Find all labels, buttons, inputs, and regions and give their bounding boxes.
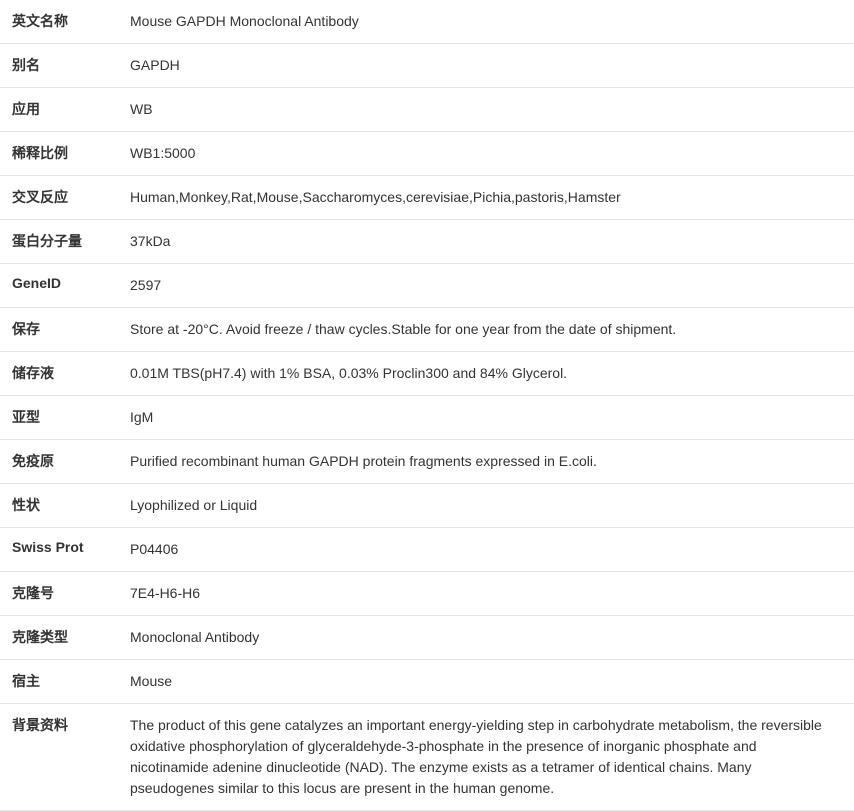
spec-value: 7E4-H6-H6 [130, 572, 854, 616]
spec-label: 保存 [0, 308, 130, 352]
table-row: 背景资料 The product of this gene catalyzes … [0, 704, 854, 811]
spec-value: GAPDH [130, 44, 854, 88]
table-row: 性状 Lyophilized or Liquid [0, 484, 854, 528]
table-row: 应用 WB [0, 88, 854, 132]
spec-label: 蛋白分子量 [0, 220, 130, 264]
spec-label: 亚型 [0, 396, 130, 440]
spec-label: 宿主 [0, 660, 130, 704]
spec-label: 交叉反应 [0, 176, 130, 220]
table-row: 稀释比例 WB1:5000 [0, 132, 854, 176]
spec-label: 储存液 [0, 352, 130, 396]
spec-label: 英文名称 [0, 0, 130, 44]
table-row: 交叉反应 Human,Monkey,Rat,Mouse,Saccharomyce… [0, 176, 854, 220]
table-row: 别名 GAPDH [0, 44, 854, 88]
table-row: GeneID 2597 [0, 264, 854, 308]
spec-value: Store at -20°C. Avoid freeze / thaw cycl… [130, 308, 854, 352]
spec-value: WB [130, 88, 854, 132]
spec-table-body: 英文名称 Mouse GAPDH Monoclonal Antibody 别名 … [0, 0, 854, 811]
table-row: 保存 Store at -20°C. Avoid freeze / thaw c… [0, 308, 854, 352]
table-row: 免疫原 Purified recombinant human GAPDH pro… [0, 440, 854, 484]
spec-label: 应用 [0, 88, 130, 132]
table-row: 宿主 Mouse [0, 660, 854, 704]
spec-value: 0.01M TBS(pH7.4) with 1% BSA, 0.03% Proc… [130, 352, 854, 396]
spec-value: Mouse [130, 660, 854, 704]
spec-label: 稀释比例 [0, 132, 130, 176]
spec-value: Monoclonal Antibody [130, 616, 854, 660]
spec-label: GeneID [0, 264, 130, 308]
spec-label: 背景资料 [0, 704, 130, 811]
spec-value: The product of this gene catalyzes an im… [130, 704, 854, 811]
table-row: 蛋白分子量 37kDa [0, 220, 854, 264]
table-row: 克隆类型 Monoclonal Antibody [0, 616, 854, 660]
spec-label: 克隆号 [0, 572, 130, 616]
table-row: 储存液 0.01M TBS(pH7.4) with 1% BSA, 0.03% … [0, 352, 854, 396]
table-row: Swiss Prot P04406 [0, 528, 854, 572]
spec-value: P04406 [130, 528, 854, 572]
spec-value: Lyophilized or Liquid [130, 484, 854, 528]
spec-label: 免疫原 [0, 440, 130, 484]
spec-label: 性状 [0, 484, 130, 528]
product-spec-table: 英文名称 Mouse GAPDH Monoclonal Antibody 别名 … [0, 0, 854, 811]
spec-value: 2597 [130, 264, 854, 308]
spec-label: 克隆类型 [0, 616, 130, 660]
spec-value: IgM [130, 396, 854, 440]
spec-value: WB1:5000 [130, 132, 854, 176]
spec-label: Swiss Prot [0, 528, 130, 572]
spec-value: Mouse GAPDH Monoclonal Antibody [130, 0, 854, 44]
table-row: 克隆号 7E4-H6-H6 [0, 572, 854, 616]
spec-label: 别名 [0, 44, 130, 88]
table-row: 亚型 IgM [0, 396, 854, 440]
spec-value: Purified recombinant human GAPDH protein… [130, 440, 854, 484]
table-row: 英文名称 Mouse GAPDH Monoclonal Antibody [0, 0, 854, 44]
spec-value: Human,Monkey,Rat,Mouse,Saccharomyces,cer… [130, 176, 854, 220]
spec-value: 37kDa [130, 220, 854, 264]
